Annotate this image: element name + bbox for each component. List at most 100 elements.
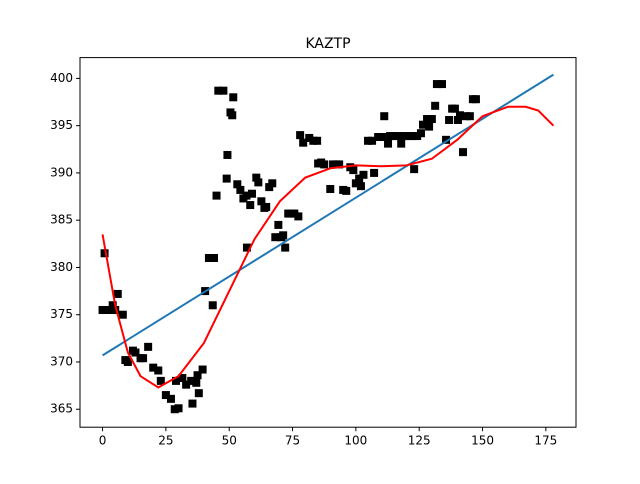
x-tick-label: 175 [534, 434, 557, 448]
marker [156, 376, 165, 385]
marker [296, 131, 305, 140]
marker [193, 371, 202, 380]
marker [223, 150, 232, 159]
marker [471, 95, 480, 104]
marker [356, 182, 365, 191]
marker [187, 376, 196, 385]
marker [144, 342, 153, 351]
marker [342, 186, 351, 195]
marker [204, 253, 213, 262]
marker [408, 132, 417, 141]
plot-frame [79, 57, 577, 428]
marker [378, 133, 387, 142]
marker [254, 178, 263, 187]
marker [233, 180, 242, 189]
marker [450, 104, 459, 113]
marker [252, 173, 261, 182]
marker [384, 139, 393, 148]
y-tick-label: 395 [50, 118, 73, 132]
marker [214, 86, 223, 95]
marker [242, 191, 251, 200]
chart-title: KAZTP [305, 36, 350, 52]
marker [194, 389, 203, 398]
marker [123, 357, 132, 366]
marker [305, 133, 314, 142]
marker [154, 366, 163, 375]
marker [219, 86, 228, 95]
marker [103, 305, 112, 314]
marker [248, 189, 257, 198]
marker [404, 132, 413, 141]
y-tick-label: 375 [50, 307, 73, 321]
marker [432, 80, 441, 89]
marker [174, 404, 183, 413]
marker [380, 112, 389, 121]
marker [445, 115, 454, 124]
marker [228, 111, 237, 120]
y-tick-label: 390 [50, 165, 73, 179]
marker [210, 253, 219, 262]
x-tick-label: 50 [222, 434, 237, 448]
marker [418, 120, 427, 129]
marker [431, 101, 440, 110]
x-tick-label: 25 [158, 434, 173, 448]
x-tick-label: 75 [285, 434, 300, 448]
marker [198, 365, 207, 374]
marker [399, 132, 408, 141]
marker [355, 174, 364, 183]
marker [131, 348, 140, 357]
marker [262, 202, 271, 211]
y-tick-label: 370 [50, 354, 73, 368]
marker [423, 115, 432, 124]
fit-line [101, 105, 555, 389]
x-tick-label: 0 [99, 434, 107, 448]
marker [294, 212, 303, 221]
marker [351, 179, 360, 188]
marker [359, 170, 368, 179]
y-tick-label: 385 [50, 213, 73, 227]
marker [455, 111, 464, 120]
marker [212, 191, 221, 200]
marker [368, 136, 377, 145]
marker [453, 115, 462, 124]
marker [111, 305, 120, 314]
marker [274, 220, 283, 229]
marker [374, 133, 383, 142]
marker [182, 380, 191, 389]
marker [281, 243, 290, 252]
marker [100, 249, 109, 258]
marker [416, 129, 425, 138]
marker [246, 201, 255, 210]
marker [118, 310, 127, 319]
marker [465, 112, 474, 121]
y-tick-label: 400 [50, 71, 73, 85]
marker [459, 148, 468, 157]
marker [178, 374, 187, 383]
marker [397, 139, 406, 148]
marker [208, 301, 217, 310]
marker [236, 185, 245, 194]
marker [410, 165, 419, 174]
marker [161, 391, 170, 400]
marker [113, 289, 122, 298]
marker [149, 363, 158, 372]
marker [299, 138, 308, 147]
marker [188, 399, 197, 408]
y-tick-label: 365 [50, 402, 73, 416]
marker [257, 197, 266, 206]
marker [370, 168, 379, 177]
marker [442, 135, 451, 144]
marker [425, 122, 434, 131]
x-tick-label: 150 [471, 434, 494, 448]
marker [290, 209, 299, 218]
marker [98, 305, 107, 314]
y-tick-label: 380 [50, 260, 73, 274]
marker [320, 160, 329, 169]
marker [172, 376, 181, 385]
marker [427, 115, 436, 124]
marker [139, 354, 148, 363]
x-tick-label: 100 [344, 434, 367, 448]
marker [437, 80, 446, 89]
marker [222, 174, 231, 183]
